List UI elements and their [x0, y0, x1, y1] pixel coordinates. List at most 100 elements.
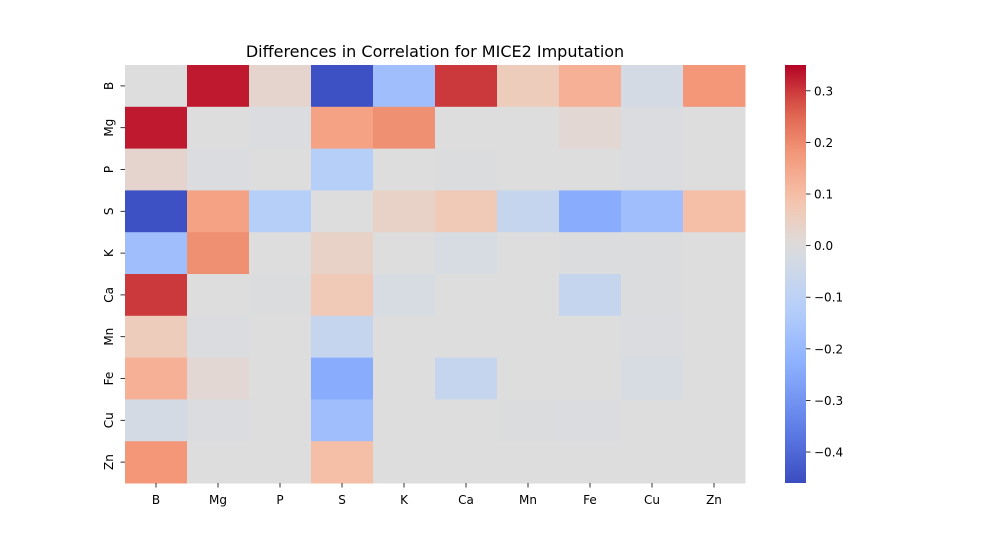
heatmap-cell-B-S [311, 65, 374, 107]
y-tick-label: Mg [102, 119, 116, 137]
heatmap-cell-S-Mg [187, 190, 250, 232]
heatmap-cell-Zn-Ca [435, 441, 498, 483]
colorbar-tick-label: 0.2 [814, 136, 833, 150]
heatmap-cell-B-Zn [683, 65, 746, 107]
heatmap-cell-Ca-Mg [187, 274, 250, 316]
heatmap-cell-Ca-K [373, 274, 436, 316]
heatmap-cell-Mg-Zn [683, 107, 746, 149]
y-tick-label: Zn [102, 454, 116, 470]
heatmap-cell-K-B [125, 232, 188, 274]
x-tick-label: Cu [644, 493, 660, 507]
heatmap-cell-Cu-K [373, 399, 436, 441]
chart-title: Differences in Correlation for MICE2 Imp… [246, 42, 624, 61]
heatmap-cell-Ca-Mn [497, 274, 560, 316]
heatmap-cell-P-Mg [187, 149, 250, 191]
colorbar-tick-label: 0.0 [814, 239, 833, 253]
heatmap-cell-Fe-B [125, 358, 188, 400]
heatmap-cell-Ca-Zn [683, 274, 746, 316]
heatmap-cell-S-B [125, 190, 188, 232]
heatmap-cell-B-B [125, 65, 188, 107]
heatmap-cell-Zn-K [373, 441, 436, 483]
heatmap-cell-B-Mn [497, 65, 560, 107]
heatmap-cell-Zn-Fe [559, 441, 622, 483]
heatmap-cell-B-P [249, 65, 312, 107]
heatmap-cell-B-Cu [621, 65, 684, 107]
heatmap-cell-K-Fe [559, 232, 622, 274]
heatmap-cell-Mg-Ca [435, 107, 498, 149]
colorbar-tick-label: −0.3 [814, 394, 843, 408]
heatmap-cell-Mn-Zn [683, 316, 746, 358]
colorbar-tick-label: −0.1 [814, 291, 843, 305]
heatmap-cell-K-K [373, 232, 436, 274]
heatmap-cell-P-Fe [559, 149, 622, 191]
heatmap-cell-Fe-Cu [621, 358, 684, 400]
colorbar-tick-label: −0.4 [814, 446, 843, 460]
y-axis: B Mg P S K Ca Mn Fe Cu Zn [102, 82, 125, 470]
heatmap-cell-Fe-K [373, 358, 436, 400]
heatmap-cell-P-Cu [621, 149, 684, 191]
heatmap-cell-Cu-B [125, 399, 188, 441]
colorbar-tick-label: 0.3 [814, 84, 833, 98]
heatmap-cell-P-Ca [435, 149, 498, 191]
heatmap-cell-P-K [373, 149, 436, 191]
x-tick-label: B [152, 493, 160, 507]
heatmap-cell-Mg-K [373, 107, 436, 149]
heatmap-cell-K-Cu [621, 232, 684, 274]
heatmap-cell-K-Zn [683, 232, 746, 274]
x-tick-label: Mg [209, 493, 227, 507]
heatmap-cell-S-P [249, 190, 312, 232]
heatmap-cell-Mn-B [125, 316, 188, 358]
y-tick-label: P [102, 166, 116, 173]
heatmap-cell-Mg-S [311, 107, 374, 149]
heatmap-cell-Zn-Cu [621, 441, 684, 483]
heatmap-cell-B-K [373, 65, 436, 107]
x-tick-label: S [338, 493, 346, 507]
y-tick-label: Ca [102, 287, 116, 303]
heatmap-cell-Zn-Mn [497, 441, 560, 483]
heatmap-cell-Fe-Fe [559, 358, 622, 400]
y-tick-label: Fe [102, 372, 116, 386]
heatmap-cell-Mg-P [249, 107, 312, 149]
heatmap-cell-Zn-B [125, 441, 188, 483]
heatmap-cell-Mn-K [373, 316, 436, 358]
heatmap-cell-Fe-Mn [497, 358, 560, 400]
colorbar-tick-label: 0.1 [814, 188, 833, 202]
heatmap-cell-P-S [311, 149, 374, 191]
colorbar-axis: 0.3 0.2 0.1 0.0 −0.1 −0.2 −0.3 −0.4 [806, 84, 843, 459]
heatmap-cell-Mg-Mn [497, 107, 560, 149]
x-tick-label: Ca [458, 493, 474, 507]
x-tick-label: Zn [706, 493, 722, 507]
heatmap-cell-Mn-P [249, 316, 312, 358]
y-tick-label: Cu [102, 412, 116, 428]
x-axis: B Mg P S K Ca Mn Fe Cu Zn [152, 483, 722, 507]
heatmap-cell-Cu-Zn [683, 399, 746, 441]
heatmap-cell-S-Fe [559, 190, 622, 232]
heatmap-cell-Ca-Fe [559, 274, 622, 316]
heatmap-cell-K-Ca [435, 232, 498, 274]
heatmap-cell-K-Mn [497, 232, 560, 274]
heatmap-cell-Mg-Mg [187, 107, 250, 149]
heatmap-cell-Cu-Cu [621, 399, 684, 441]
heatmap-cell-Fe-Zn [683, 358, 746, 400]
heatmap-cell-B-Mg [187, 65, 250, 107]
heatmap-cell-B-Fe [559, 65, 622, 107]
heatmap-cell-Fe-P [249, 358, 312, 400]
y-tick-label: S [102, 207, 116, 215]
heatmap-cell-Cu-P [249, 399, 312, 441]
heatmap-cell-S-S [311, 190, 374, 232]
heatmap-cells [125, 65, 746, 484]
x-tick-label: Fe [583, 493, 597, 507]
heatmap-cell-Fe-S [311, 358, 374, 400]
x-tick-label: K [400, 493, 409, 507]
heatmap-cell-P-B [125, 149, 188, 191]
y-tick-label: B [102, 82, 116, 90]
heatmap-cell-B-Ca [435, 65, 498, 107]
heatmap-cell-Mn-S [311, 316, 374, 358]
y-tick-label: K [102, 248, 116, 257]
heatmap-cell-Cu-Mg [187, 399, 250, 441]
heatmap-cell-Mg-B [125, 107, 188, 149]
heatmap-cell-Ca-Cu [621, 274, 684, 316]
heatmap-cell-Cu-S [311, 399, 374, 441]
heatmap-cell-Ca-Ca [435, 274, 498, 316]
